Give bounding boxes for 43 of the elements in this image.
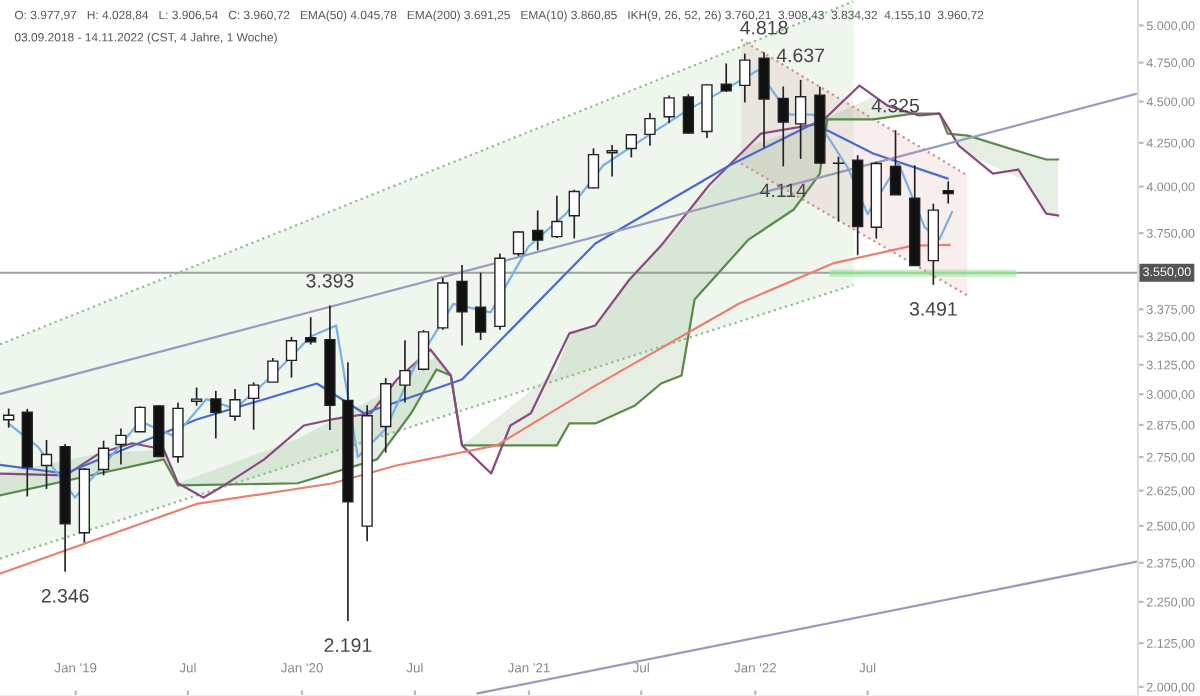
candlestick xyxy=(247,381,260,431)
candlestick xyxy=(115,427,127,466)
candlestick xyxy=(644,112,656,147)
candlestick xyxy=(625,133,637,159)
candlestick xyxy=(456,264,468,347)
candlestick xyxy=(682,93,695,135)
candlestick xyxy=(720,62,732,93)
candlestick xyxy=(40,439,53,490)
annotation: 3.393 xyxy=(306,273,354,288)
candlestick xyxy=(532,209,544,252)
candlestick xyxy=(777,85,789,168)
annotation: 2.346 xyxy=(41,588,89,603)
candlestick xyxy=(551,194,563,239)
candlestick xyxy=(701,83,713,139)
candlestick xyxy=(794,79,807,160)
candlestick xyxy=(285,336,298,379)
candlestick xyxy=(758,51,770,149)
candlestick xyxy=(190,386,203,407)
candlestick xyxy=(305,316,317,346)
candlestick xyxy=(229,388,241,422)
candlestick xyxy=(606,144,618,178)
candlestick xyxy=(437,277,449,331)
annotation: 3.491 xyxy=(909,302,957,316)
candlestick xyxy=(568,188,580,240)
candlestick xyxy=(739,52,751,104)
candlestick xyxy=(832,155,845,223)
candlestick xyxy=(267,357,279,383)
candlestick xyxy=(942,180,954,205)
candlestick xyxy=(210,390,222,440)
annotation: 4.637 xyxy=(776,48,824,63)
annotation: 2.191 xyxy=(324,638,372,653)
candlestick xyxy=(97,439,110,477)
candlestick xyxy=(474,271,487,341)
candlestick xyxy=(889,129,902,196)
annotation: 4.114 xyxy=(760,183,807,198)
candlestick xyxy=(587,147,600,190)
annotation: 4.818 xyxy=(740,20,788,35)
candlestick xyxy=(417,329,430,372)
candlestick xyxy=(663,94,675,124)
candlestick xyxy=(134,405,146,433)
candlestick xyxy=(380,377,392,454)
candlestick xyxy=(512,230,525,257)
candlestick xyxy=(399,339,411,404)
